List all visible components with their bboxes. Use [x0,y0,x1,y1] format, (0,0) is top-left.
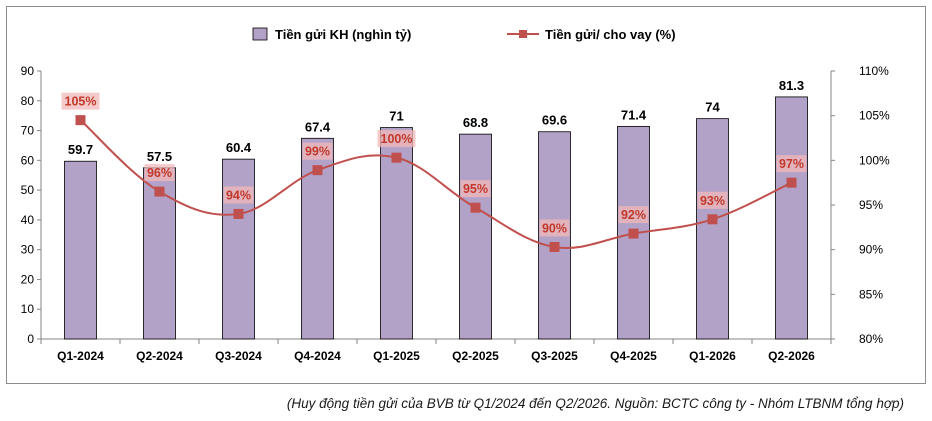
bar [64,160,97,340]
line-value-label: 97% [779,157,804,171]
bar [222,158,255,340]
x-tick-label: Q2-2024 [136,349,183,363]
ratio-line [79,119,792,249]
combo-chart: 0 10 20 30 40 50 60 70 80 90 80% 85% 90% 95% 100% 105% 1… [21,27,890,363]
line-value-label: 99% [305,145,330,159]
line-value-label: 105% [65,95,97,109]
y-left-tick-label: 50 [21,183,35,197]
y-left-tick-label: 80 [21,94,35,108]
y-left-tick-label: 70 [21,124,35,138]
line-marker [233,208,244,219]
line-value-label: 100% [381,132,413,146]
line-marker [312,165,323,176]
line-value-label: 90% [542,221,567,235]
bar-value-label: 74 [705,100,720,115]
line-label-box [618,206,649,224]
bar [380,127,413,340]
x-tick-label: Q1-2026 [689,349,736,363]
line-label-box [302,142,333,160]
bar-value-label: 67.4 [305,119,331,134]
bar-value-label: 59.7 [68,142,93,157]
bar-value-label: 71.4 [621,107,647,122]
bar [696,118,729,340]
y-right-tick-label: 80% [859,332,883,346]
line-label-box [460,180,491,198]
line-label-box [377,130,416,148]
line-marker [786,177,797,188]
line-value-label: 96% [147,166,172,180]
y-left-tick-label: 40 [21,213,35,227]
x-tick-label: Q4-2025 [610,349,657,363]
chart-frame: 0 10 20 30 40 50 60 70 80 90 80% 85% 90% 95% 100% 105% 1… [6,6,926,384]
line-marker [707,214,718,225]
line-marker [549,241,560,252]
y-right-tick-label: 90% [859,243,883,257]
line-marker [628,228,639,239]
bar-value-label: 60.4 [226,140,252,155]
bar-value-label: 57.5 [147,149,172,164]
y-right-tick-label: 110% [859,64,889,78]
y-right-tick-label: 105% [859,109,890,123]
y-right-tick-label: 95% [859,198,883,212]
x-tick-label: Q2-2025 [452,349,499,363]
x-tick-label: Q2-2026 [768,349,815,363]
y-right-tick-label: 100% [859,153,890,167]
line-marker [391,152,402,163]
line-label-box [223,186,254,204]
x-tick-label: Q1-2024 [57,349,104,363]
x-tick-label: Q4-2024 [294,349,341,363]
y-right-tick-label: 85% [859,287,883,301]
y-left-tick-label: 0 [27,332,34,346]
bar [459,133,492,340]
legend-bar-label: Tiền gửi KH (nghìn tỷ) [275,27,411,42]
legend-bar-swatch [252,27,268,41]
legend-line-label: Tiền gửi/ cho vay (%) [545,27,676,42]
line-marker [470,202,481,213]
y-left-tick-label: 90 [21,64,35,78]
bar [775,96,808,340]
line-label-box [144,164,175,182]
line-marker [154,186,165,197]
x-tick-label: Q3-2025 [531,349,578,363]
line-value-label: 93% [700,194,725,208]
line-value-label: 94% [226,188,251,202]
bar-value-label: 68.8 [463,115,488,130]
line-label-box [697,191,728,209]
line-marker [75,115,86,126]
bar-value-label: 81.3 [779,78,804,93]
line-label-box [539,219,570,237]
y-left-tick-label: 30 [21,243,35,257]
legend-line-marker [519,30,527,38]
line-value-label: 95% [463,182,488,196]
bar-value-label: 69.6 [542,113,567,128]
source-caption: (Huy động tiền gửi của BVB từ Q1/2024 đế… [286,396,904,411]
y-left-tick-label: 10 [21,302,35,316]
bar-value-label: 71 [389,109,403,124]
line-label-box [61,92,100,110]
line-value-label: 92% [621,208,646,222]
line-label-box [776,155,807,173]
x-tick-label: Q3-2024 [215,349,262,363]
y-left-tick-label: 20 [21,272,35,286]
y-left-tick-label: 60 [21,153,35,167]
x-tick-label: Q1-2025 [373,349,420,363]
